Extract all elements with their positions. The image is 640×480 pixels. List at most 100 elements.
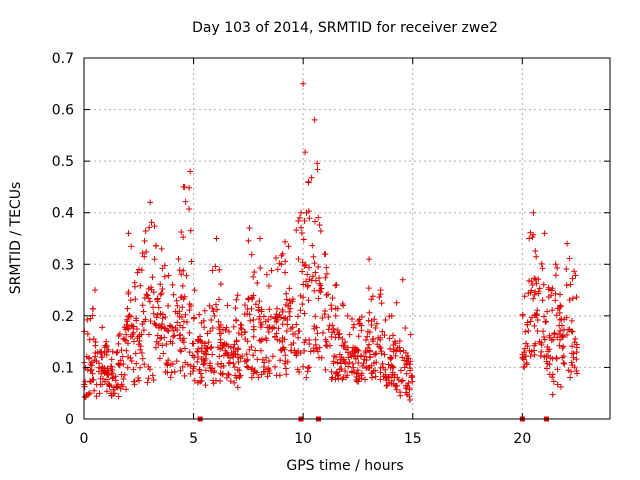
data-point [274, 305, 281, 312]
data-point [234, 351, 241, 358]
data-point [554, 264, 561, 271]
data-point [81, 383, 88, 390]
data-point [202, 367, 209, 374]
data-point [271, 363, 278, 370]
data-point [135, 341, 142, 348]
data-point [564, 240, 571, 247]
data-point [556, 342, 563, 349]
data-point [157, 291, 164, 298]
data-point [391, 338, 398, 345]
data-point [325, 314, 332, 321]
data-point [131, 378, 138, 385]
data-point [554, 366, 561, 373]
data-point [115, 360, 122, 367]
data-point [138, 349, 145, 356]
data-point [226, 328, 233, 335]
data-point [399, 354, 406, 361]
data-point [403, 370, 410, 377]
data-point [150, 377, 157, 384]
data-point [133, 326, 140, 333]
data-point [143, 248, 150, 255]
data-point [214, 361, 221, 368]
data-point [334, 327, 341, 334]
data-point [117, 357, 124, 364]
data-point [566, 255, 573, 262]
data-point [372, 325, 379, 332]
y-tick-label: 0.7 [52, 51, 74, 67]
data-point [527, 318, 534, 325]
data-point [288, 347, 295, 354]
data-point [542, 318, 549, 325]
data-point [121, 336, 128, 343]
data-point [149, 372, 156, 379]
data-point [312, 313, 319, 320]
data-point [330, 358, 337, 365]
data-point [223, 349, 230, 356]
data-point [150, 304, 157, 311]
data-point [201, 360, 208, 367]
data-point [530, 295, 537, 302]
data-point [366, 354, 373, 361]
x-tick-label: 0 [80, 431, 89, 447]
data-point [538, 348, 545, 355]
data-point [299, 301, 306, 308]
data-point [296, 327, 303, 334]
data-point [218, 363, 225, 370]
data-point [133, 317, 140, 324]
data-point [146, 224, 153, 231]
data-point [257, 338, 264, 345]
data-point [250, 326, 257, 333]
data-point [534, 307, 541, 314]
data-point [216, 266, 223, 273]
data-point [227, 343, 234, 350]
data-point [130, 338, 137, 345]
data-point [311, 323, 318, 330]
data-point [158, 323, 165, 330]
data-point [84, 330, 91, 337]
data-point [559, 354, 566, 361]
data-point [210, 369, 217, 376]
data-point [202, 355, 209, 362]
data-point [117, 385, 124, 392]
data-point [345, 363, 352, 370]
data-point [283, 290, 290, 297]
data-point [103, 343, 110, 350]
data-point [568, 359, 575, 366]
data-point [382, 373, 389, 380]
data-point [350, 364, 357, 371]
data-point [223, 341, 230, 348]
data-point [301, 262, 308, 269]
data-point [532, 288, 539, 295]
data-point [376, 294, 383, 301]
data-point [541, 313, 548, 320]
data-point [404, 352, 411, 359]
data-point [314, 330, 321, 337]
data-point [99, 324, 106, 331]
data-point [215, 318, 222, 325]
data-point [198, 377, 205, 384]
data-point [548, 287, 555, 294]
data-point [196, 311, 203, 318]
data-point [137, 364, 144, 371]
data-point [533, 253, 540, 260]
data-point [527, 353, 534, 360]
data-point [393, 386, 400, 393]
data-point [543, 365, 550, 372]
data-point [272, 314, 279, 321]
data-point [316, 280, 323, 287]
data-point [187, 168, 194, 175]
data-point [293, 352, 300, 359]
data-point [141, 294, 148, 301]
data-point [191, 377, 198, 384]
data-point [103, 388, 110, 395]
data-point [250, 333, 257, 340]
data-point [366, 364, 373, 371]
data-point [123, 347, 130, 354]
data-point [389, 371, 396, 378]
data-point [236, 374, 243, 381]
data-point [569, 362, 576, 369]
data-point [263, 337, 270, 344]
data-point [295, 334, 302, 341]
data-point [315, 295, 322, 302]
data-point [333, 369, 340, 376]
